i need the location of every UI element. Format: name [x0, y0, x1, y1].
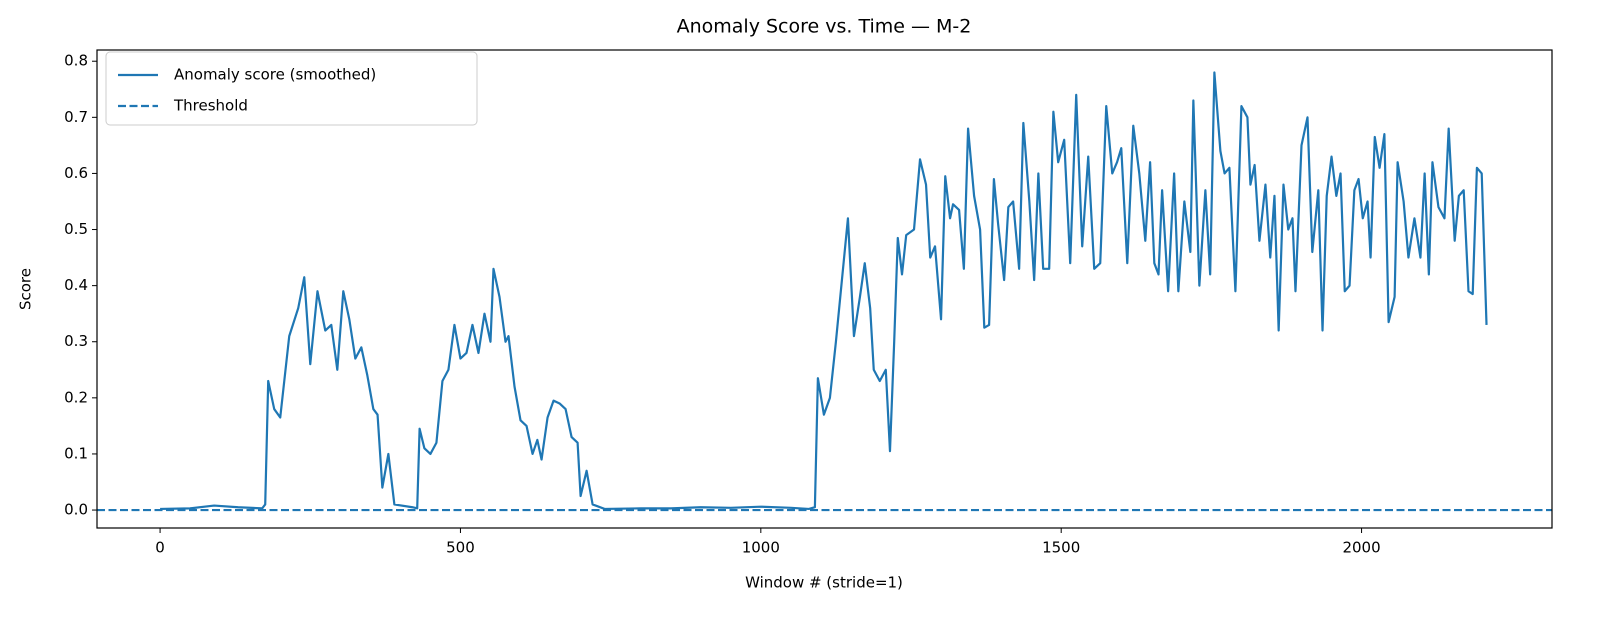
x-tick-label: 1000 — [742, 539, 780, 557]
legend-box — [105, 51, 478, 126]
y-tick-label: 0.3 — [64, 332, 88, 350]
x-tick-label: 1500 — [1042, 539, 1080, 557]
y-tick-label: 0.0 — [64, 501, 88, 519]
plot-frame — [96, 49, 1553, 529]
legend-label: Threshold — [173, 97, 248, 115]
chart-title: Anomaly Score vs. Time — M-2 — [677, 16, 972, 38]
x-tick-label: 2000 — [1342, 539, 1380, 557]
x-axis-label: Window # (stride=1) — [745, 574, 903, 592]
y-tick-label: 0.6 — [64, 164, 88, 182]
y-axis-label: Score — [17, 268, 35, 310]
y-tick-label: 0.8 — [64, 52, 88, 70]
y-tick-label: 0.7 — [64, 108, 88, 126]
legend-label: Anomaly score (smoothed) — [174, 66, 376, 84]
y-tick-label: 0.1 — [64, 444, 88, 462]
y-tick-label: 0.2 — [64, 388, 88, 406]
x-tick-label: 500 — [446, 539, 475, 557]
x-tick-label: 0 — [155, 539, 165, 557]
y-tick-label: 0.5 — [64, 220, 88, 238]
score-line — [160, 71, 1488, 511]
y-tick-label: 0.4 — [64, 276, 88, 294]
